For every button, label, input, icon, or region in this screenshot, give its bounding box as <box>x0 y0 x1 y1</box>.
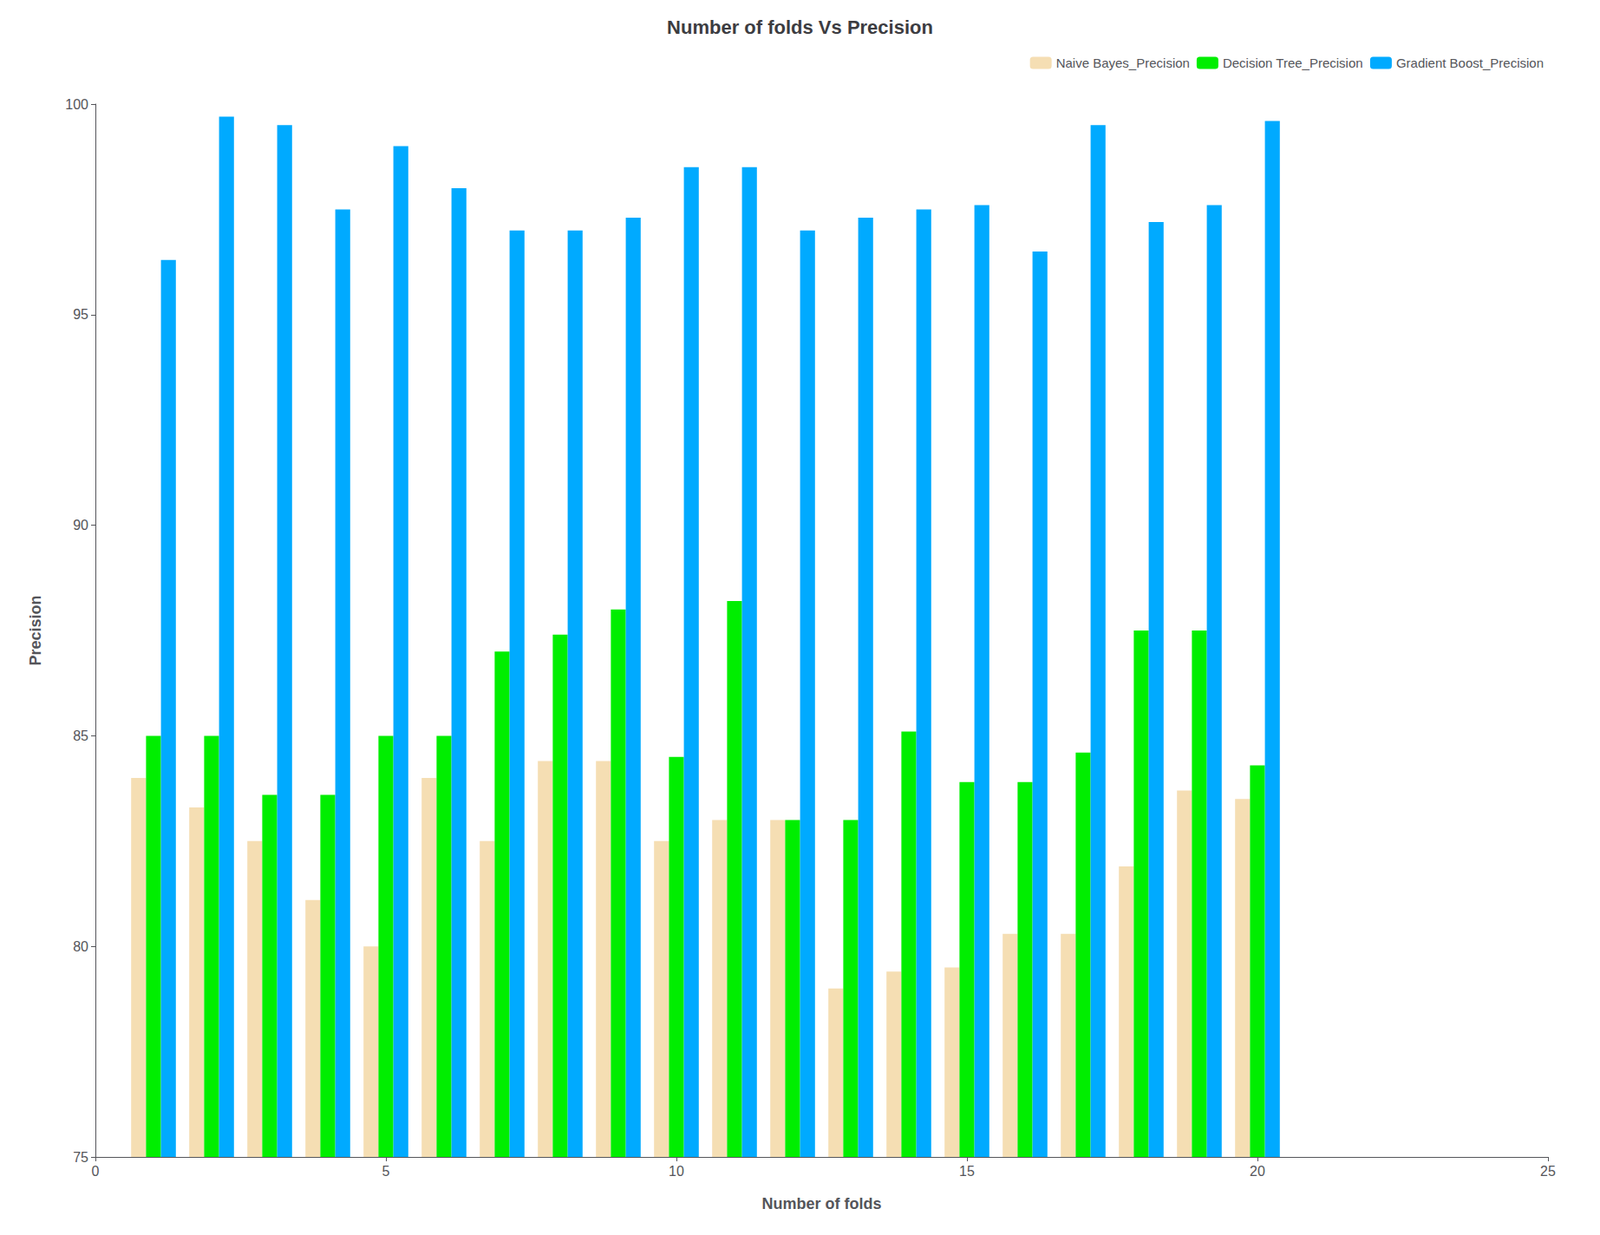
svg-text:20: 20 <box>1249 1163 1266 1179</box>
svg-text:95: 95 <box>72 306 89 322</box>
svg-text:Gradient Boost_Precision: Gradient Boost_Precision <box>1396 55 1544 71</box>
svg-text:100: 100 <box>65 97 89 112</box>
svg-text:Decision Tree_Precision: Decision Tree_Precision <box>1222 55 1364 71</box>
svg-text:80: 80 <box>72 939 89 954</box>
svg-text:75: 75 <box>72 1149 89 1165</box>
svg-text:10: 10 <box>668 1163 685 1179</box>
svg-text:Number of folds Vs Precision: Number of folds Vs Precision <box>666 16 934 39</box>
svg-text:Precision: Precision <box>26 594 45 666</box>
svg-text:25: 25 <box>1540 1163 1556 1179</box>
svg-text:15: 15 <box>959 1163 975 1179</box>
svg-text:Number of folds: Number of folds <box>762 1195 882 1213</box>
svg-text:90: 90 <box>72 517 89 533</box>
svg-text:85: 85 <box>72 728 89 744</box>
svg-text:Naive Bayes_Precision: Naive Bayes_Precision <box>1056 55 1190 71</box>
svg-text:5: 5 <box>382 1163 391 1179</box>
svg-text:0: 0 <box>91 1163 100 1179</box>
